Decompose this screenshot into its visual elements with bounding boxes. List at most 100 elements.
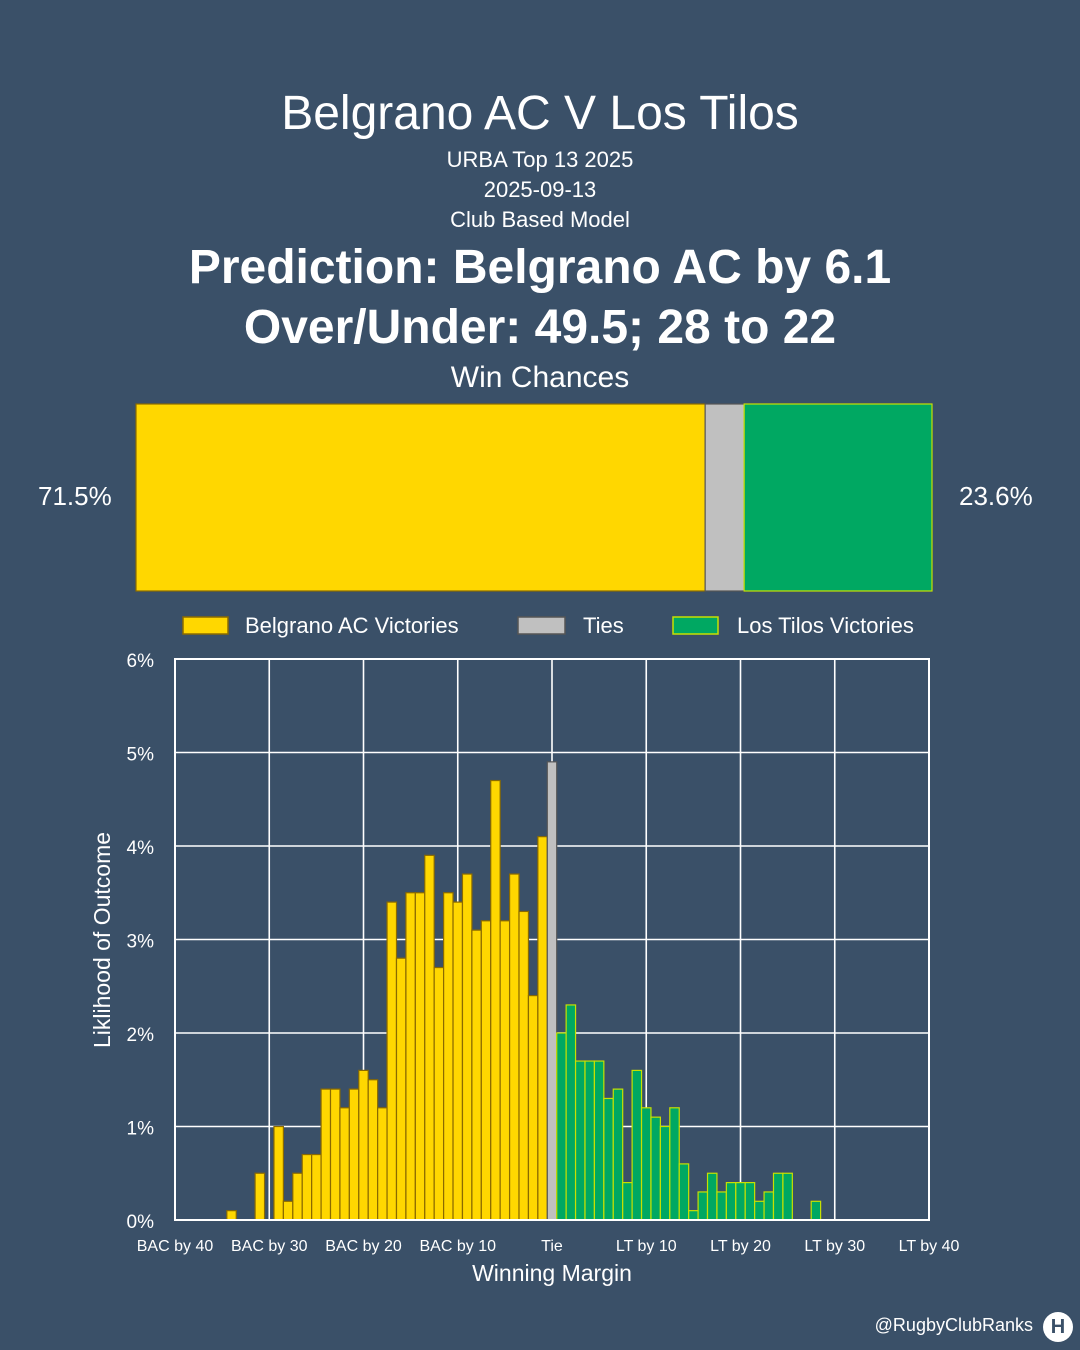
bar-belgrano-victory — [348, 1088, 360, 1221]
bar-los-tilos-victory — [593, 1060, 605, 1221]
win-segment-away — [743, 403, 933, 592]
bar-belgrano-victory — [282, 1200, 294, 1221]
bar-belgrano-victory — [292, 1172, 303, 1221]
y-tick-label: 1% — [127, 1119, 155, 1140]
legend-label-home: Belgrano AC Victories — [245, 613, 459, 638]
win-segment-ties — [704, 403, 745, 592]
page-title: Belgrano AC V Los Tilos — [281, 87, 799, 140]
bar-los-tilos-victory — [556, 1032, 567, 1221]
bar-los-tilos-victory — [763, 1191, 775, 1221]
x-tick-label: BAC by 20 — [325, 1238, 402, 1255]
x-tick-label: LT by 30 — [804, 1238, 865, 1255]
bar-belgrano-victory — [311, 1153, 322, 1221]
x-tick-label: LT by 40 — [899, 1238, 960, 1255]
bar-belgrano-victory — [490, 779, 501, 1221]
bar-los-tilos-victory — [678, 1163, 690, 1221]
bar-belgrano-victory — [527, 994, 539, 1221]
bar-los-tilos-victory — [697, 1191, 709, 1221]
bar-los-tilos-victory — [631, 1069, 643, 1221]
legend-swatch-home — [182, 616, 229, 635]
bar-belgrano-victory — [537, 836, 548, 1221]
legend-swatch-away — [672, 616, 719, 635]
prediction-text: Prediction: Belgrano AC by 6.1 — [188, 241, 892, 294]
win-segment-home — [135, 403, 706, 592]
bar-belgrano-victory — [254, 1172, 266, 1221]
x-axis-label: Winning Margin — [472, 1260, 632, 1286]
model-name: Club Based Model — [450, 207, 630, 232]
y-tick-label: 6% — [127, 651, 155, 672]
bar-los-tilos-victory — [725, 1181, 737, 1221]
bar-los-tilos-victory — [603, 1097, 614, 1221]
bar-belgrano-victory — [301, 1153, 313, 1221]
bar-belgrano-victory — [339, 1107, 350, 1221]
bar-los-tilos-victory — [669, 1107, 680, 1221]
plot-frame — [174, 658, 930, 1221]
bar-los-tilos-victory — [810, 1200, 822, 1221]
bar-belgrano-victory — [443, 892, 454, 1221]
bar-los-tilos-victory — [772, 1172, 784, 1221]
bar-los-tilos-victory — [584, 1060, 596, 1221]
y-axis-label: Liklihood of Outcome — [89, 832, 115, 1048]
chart-axes — [174, 658, 930, 1221]
y-tick-label: 3% — [127, 932, 155, 953]
bar-los-tilos-victory — [659, 1125, 671, 1221]
bar-los-tilos-victory — [744, 1181, 756, 1221]
bar-los-tilos-victory — [782, 1172, 793, 1221]
bar-belgrano-victory — [480, 920, 492, 1221]
bar-belgrano-victory — [273, 1125, 284, 1221]
x-tick-label: Tie — [541, 1238, 563, 1255]
legend-label-away: Los Tilos Victories — [737, 613, 914, 638]
bar-los-tilos-victory — [574, 1060, 586, 1221]
bar-belgrano-victory — [405, 892, 416, 1221]
bar-belgrano-victory — [461, 873, 473, 1221]
bar-belgrano-victory — [499, 920, 511, 1221]
bar-tie — [546, 761, 558, 1221]
bar-belgrano-victory — [424, 854, 435, 1221]
bar-belgrano-victory — [367, 1079, 379, 1221]
bar-los-tilos-victory — [754, 1200, 765, 1221]
x-tick-label: LT by 10 — [616, 1238, 677, 1255]
chart-legend: Belgrano AC Victories Ties Los Tilos Vic… — [182, 613, 914, 638]
bar-los-tilos-victory — [650, 1116, 661, 1221]
y-tick-label: 0% — [127, 1212, 155, 1233]
bar-belgrano-victory — [226, 1210, 237, 1221]
bar-los-tilos-victory — [622, 1181, 633, 1221]
competition-name: URBA Top 13 2025 — [446, 147, 634, 172]
legend-label-ties: Ties — [583, 613, 624, 638]
chart-bars — [226, 761, 822, 1221]
x-tick-label: BAC by 40 — [137, 1238, 214, 1255]
away-win-percentage: 23.6% — [959, 481, 1033, 511]
brand-logo-icon: H — [1043, 1312, 1073, 1342]
over-under-text: Over/Under: 49.5; 28 to 22 — [243, 301, 837, 354]
bar-belgrano-victory — [433, 966, 445, 1221]
bar-belgrano-victory — [518, 910, 530, 1221]
bar-belgrano-victory — [329, 1088, 341, 1221]
bar-belgrano-victory — [452, 901, 464, 1221]
bar-belgrano-victory — [395, 957, 407, 1221]
bar-belgrano-victory — [320, 1088, 332, 1221]
y-tick-label: 2% — [127, 1025, 155, 1046]
x-tick-label: BAC by 10 — [420, 1238, 497, 1255]
y-tick-label: 5% — [127, 745, 155, 766]
bar-los-tilos-victory — [716, 1191, 727, 1221]
win-chances-bar — [135, 403, 933, 592]
twitter-handle: @RugbyClubRanks — [874, 1315, 1033, 1335]
legend-swatch-ties — [517, 616, 566, 635]
win-chances-title: Win Chances — [450, 361, 630, 394]
bar-los-tilos-victory — [640, 1107, 652, 1221]
y-tick-label: 4% — [127, 838, 155, 859]
match-date: 2025-09-13 — [483, 177, 597, 202]
bar-belgrano-victory — [358, 1069, 369, 1221]
bar-belgrano-victory — [377, 1107, 388, 1221]
bar-belgrano-victory — [386, 901, 398, 1221]
bar-belgrano-victory — [414, 892, 426, 1221]
bar-los-tilos-victory — [612, 1088, 624, 1221]
bar-belgrano-victory — [508, 873, 520, 1221]
bar-los-tilos-victory — [706, 1172, 718, 1221]
home-win-percentage: 71.5% — [38, 481, 112, 511]
bar-los-tilos-victory — [735, 1181, 746, 1221]
bar-belgrano-victory — [471, 929, 482, 1221]
x-tick-label: LT by 20 — [710, 1238, 771, 1255]
bar-los-tilos-victory — [565, 1004, 577, 1221]
